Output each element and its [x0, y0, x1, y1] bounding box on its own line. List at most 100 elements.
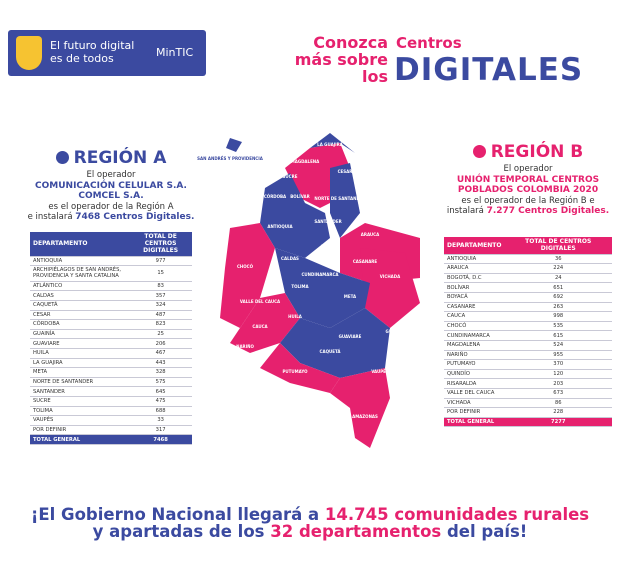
table-row: CAQUETÁ 324: [30, 300, 192, 311]
cauca: [230, 293, 300, 353]
table-cell: ANTIOQUIA: [444, 254, 505, 265]
island: [226, 138, 242, 152]
table-cell: 443: [129, 358, 192, 369]
table-row: ATLÁNTICO 83: [30, 281, 192, 292]
intro: El operador: [503, 164, 553, 174]
bullet: [55, 151, 69, 164]
table-cell: 673: [504, 388, 612, 399]
logo: El futuro digital es de todos MinTIC: [8, 30, 206, 76]
table-total: TOTAL GENERAL 7468: [30, 434, 192, 445]
table-row: ARCHIPIÉLAGOS DE SAN ANDRÉS, PROVIDENCIA…: [30, 265, 192, 282]
table-row: MAGDALENA 524: [444, 340, 612, 351]
logo-brand: MinTIC: [156, 46, 194, 59]
table-cell: CASANARE: [444, 302, 505, 313]
table-cell: 86: [504, 398, 612, 409]
table-row: CUNDINAMARCA 615: [444, 330, 612, 341]
map-label: CALDAS: [281, 256, 299, 261]
table-row: ARAUCA 224: [444, 263, 612, 274]
table-cell: ARAUCA: [444, 263, 505, 274]
map-label: ARAUCA: [361, 232, 380, 237]
map-label: CASANARE: [353, 259, 378, 264]
table-cell: CUNDINAMARCA: [444, 330, 505, 341]
logo-text: El futuro digital es de todos: [50, 39, 135, 65]
operator: UNIÓN TEMPORAL CENTROS POBLADOS COLOMBIA…: [456, 174, 600, 196]
table-row: BOYACÁ 692: [444, 292, 612, 303]
table-cell: CAQUETÁ: [30, 300, 130, 311]
table-cell: BOLÍVAR: [444, 282, 505, 293]
footer-highlight: 32 departamentos: [270, 522, 442, 541]
table-row: CALDAS 357: [30, 290, 192, 301]
install: instalará: [446, 206, 484, 216]
table-cell: PUTUMAYO: [444, 359, 505, 370]
table-cell: 120: [504, 369, 612, 380]
header-cell: TOTAL DE CENTROS DIGITALES: [504, 237, 612, 255]
map-label: NORTE DE SANTANDER: [314, 196, 365, 201]
region-a-center: [275, 248, 370, 328]
table-row: TOLIMA 688: [30, 406, 192, 417]
total-cell: 7468: [129, 434, 192, 445]
map-label: LA GUAJIRA: [317, 142, 344, 147]
table-row: CASANARE 263: [444, 302, 612, 313]
table-cell: 692: [504, 292, 612, 303]
table-cell: 328: [129, 367, 192, 378]
table-row: NARIÑO 955: [444, 350, 612, 361]
table-header: DEPARTAMENTO TOTAL DE CENTROS DIGITALES: [30, 232, 192, 257]
vichada: [360, 248, 420, 328]
table-cell: 36: [504, 254, 612, 265]
header-cell: DEPARTAMENTO: [444, 237, 505, 255]
table-cell: 203: [504, 378, 612, 389]
amazonas: [330, 368, 390, 448]
table-row: SUCRE 475: [30, 396, 192, 407]
table-cell: LA GUAJIRA: [30, 358, 130, 369]
map-label: HUILA: [288, 314, 303, 319]
total-cell: TOTAL GENERAL: [444, 417, 505, 428]
data-table: DEPARTAMENTO TOTAL DE CENTROS DIGITALES AN…: [444, 237, 612, 428]
map-label: BOYACÁ: [321, 244, 340, 249]
table-cell: GUAVIARE: [30, 338, 130, 349]
map-label: VAUPÉS: [371, 369, 389, 374]
table-cell: RISARALDA: [444, 378, 505, 389]
table-row: HUILA 467: [30, 348, 192, 359]
table-row: POR DEFINIR 317: [30, 425, 192, 436]
map-label: ANTIOQUIA: [267, 224, 293, 229]
map-label: SANTANDER: [314, 219, 341, 224]
map: LA GUAJIRA MAGDALENA CESAR SUCRE CÓRDOBA BOLÍ…: [197, 133, 420, 448]
map-label: META: [344, 294, 357, 299]
table-cell: 15: [129, 265, 192, 282]
table-cell: CÓRDOBA: [30, 319, 130, 330]
role: es el operador de la Región B e: [461, 195, 595, 206]
table-row: PUTUMAYO 370: [444, 359, 612, 370]
table-cell: 823: [129, 319, 192, 330]
map-label: BOLÍVAR: [290, 194, 310, 199]
region-a-north: [260, 173, 330, 258]
role: es el operador de la Región A: [48, 201, 174, 212]
table-cell: 615: [504, 330, 612, 341]
table-cell: 317: [129, 425, 192, 436]
table-cell: VALLE DEL CAUCA: [444, 388, 505, 399]
map-label: MAGDALENA: [291, 159, 320, 164]
headline: Conozca más sobre los: [294, 33, 388, 86]
map-label: CESAR: [338, 169, 353, 174]
region-title-text: REGIÓN B: [490, 142, 584, 162]
region-desc: El operador UNIÓN TEMPORAL CENTROS POBLAD…: [434, 164, 620, 217]
map-label: SUCRE: [283, 174, 298, 179]
table-cell: SANTANDER: [30, 386, 130, 397]
headline-big: DIGITALES: [394, 52, 584, 88]
table-cell: META: [30, 367, 130, 378]
install-count: 7.277 Centros Digitales.: [486, 206, 610, 216]
table-cell: VICHADA: [444, 398, 505, 409]
table-cell: 955: [504, 350, 612, 361]
table-cell: ANTIOQUIA: [30, 256, 130, 267]
map-label: CHOCÓ: [237, 264, 254, 269]
table-row: CAUCA 998: [444, 311, 612, 322]
table-cell: MAGDALENA: [444, 340, 505, 351]
header-cell: DEPARTAMENTO: [30, 232, 130, 257]
table-cell: GUAINÍA: [30, 329, 130, 340]
table-cell: 998: [504, 311, 612, 322]
table-row: CÓRDOBA 823: [30, 319, 192, 330]
table-cell: ARCHIPIÉLAGOS DE SAN ANDRÉS, PROVIDENCIA…: [30, 265, 130, 282]
region-title-text: REGIÓN A: [73, 148, 167, 168]
footer-text: del país!: [441, 522, 528, 541]
table-cell: SUCRE: [30, 396, 130, 407]
